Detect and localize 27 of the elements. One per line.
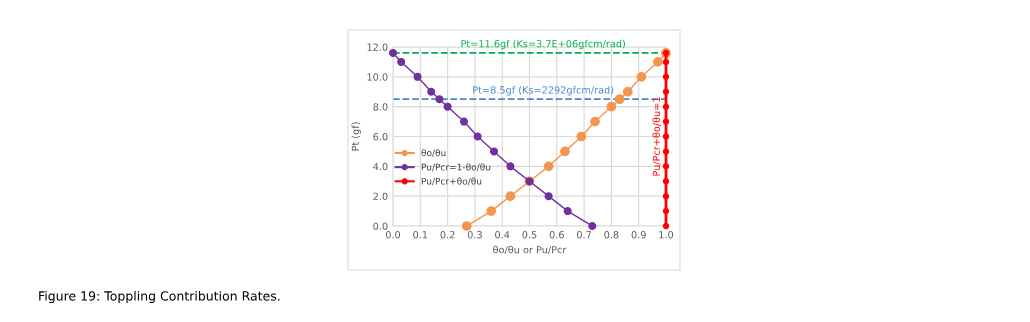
y-tick-label: 2.0 <box>373 192 388 200</box>
y-tick-label: 4.0 <box>373 162 388 171</box>
legend-label: Pu/Pcr=1-θo/θu <box>421 163 491 172</box>
y-tick-label: 10.0 <box>367 73 388 81</box>
x-tick-label: 0.6 <box>549 231 564 239</box>
x-tick-label: 0.4 <box>495 231 510 239</box>
y-tick-label: 6.0 <box>373 132 388 141</box>
x-tick-label: 0.1 <box>413 231 428 239</box>
x-tick-label: 0.5 <box>522 231 537 239</box>
ref-line-label: Pt=8.5gf (Ks=2292gfcm/rad) <box>473 86 614 96</box>
x-tick-label: 0.9 <box>631 231 646 239</box>
y-tick-label: 0.0 <box>373 222 388 230</box>
x-tick-label: 0.8 <box>604 231 619 239</box>
y-tick-label: 8.0 <box>373 103 388 111</box>
x-tick-label: 0.0 <box>385 231 401 239</box>
legend-label: θo/θu <box>421 149 446 157</box>
y-tick-label: 12.0 <box>367 43 388 51</box>
x-axis-title: θo/θu or Pu/Pcr <box>493 245 567 255</box>
annotation: Pu/Pcr+θo/θu=1 <box>652 97 661 176</box>
caption: Figure 19: Toppling Contribution Rates. <box>39 290 280 304</box>
x-tick-label: 0.3 <box>467 231 482 239</box>
ref-line-label: Pt=11.6gf (Ks=3.7E+06gfcm/rad) <box>461 39 625 50</box>
x-tick-label: 0.7 <box>577 231 591 239</box>
x-tick-label: 0.2 <box>440 231 455 239</box>
x-tick-label: 1.0 <box>659 231 674 239</box>
y-axis-title: Pt (gf) <box>351 122 361 151</box>
legend-label: Pu/Pcr+θo/θu <box>421 177 482 186</box>
